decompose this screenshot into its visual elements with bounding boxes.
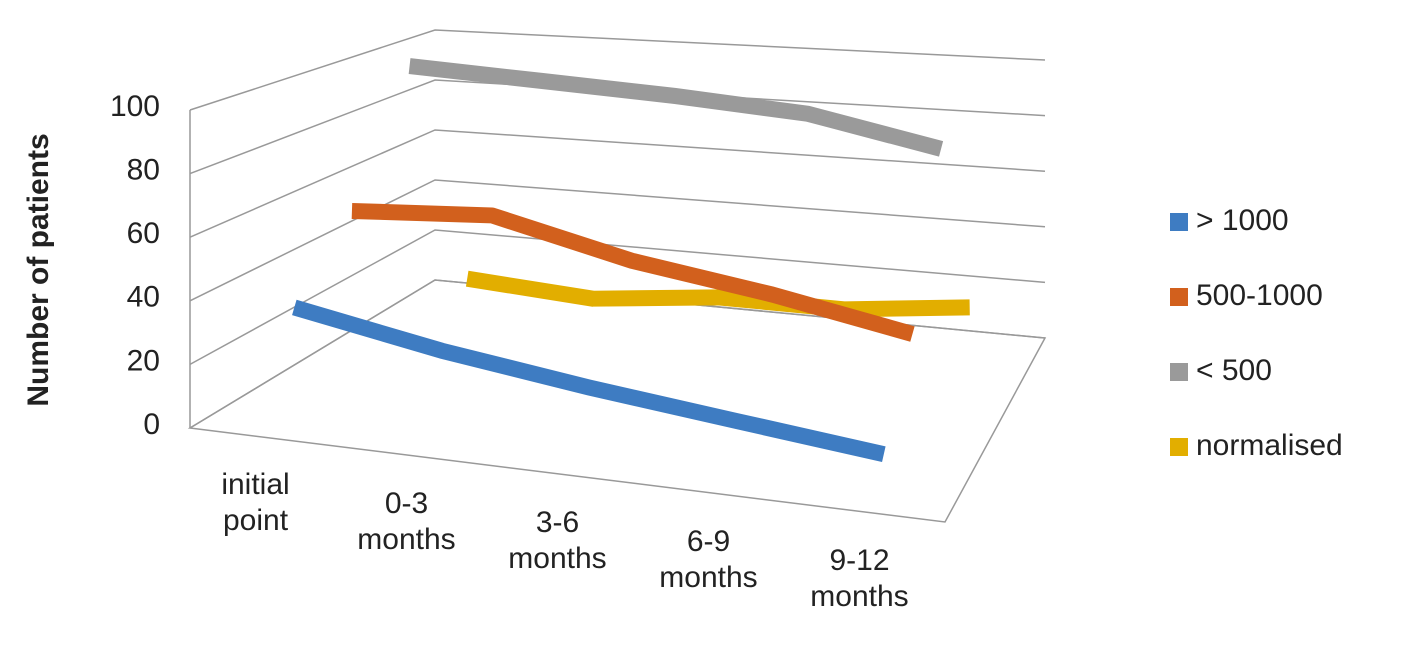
series-line	[351, 202, 915, 342]
x-tick-label: 9-12 months	[810, 543, 909, 613]
legend-label: < 500	[1196, 354, 1272, 387]
y-tick-label: 100	[110, 90, 160, 123]
series-line	[465, 270, 970, 318]
grid-line	[189, 29, 1046, 111]
y-tick-label: 0	[143, 408, 160, 441]
y-tick-label: 40	[127, 281, 160, 314]
y-tick-label: 60	[127, 217, 160, 250]
y-tick-label: 20	[127, 344, 160, 377]
legend-swatch	[1170, 363, 1188, 381]
y-tick-label: 80	[127, 154, 160, 187]
x-tick-label: initial point	[221, 468, 290, 538]
x-tick-label: 3-6 months	[508, 506, 607, 575]
series-line	[408, 58, 944, 157]
grid-line	[189, 79, 1046, 175]
grid-line	[189, 179, 1046, 302]
y-axis-label: Number of patients	[22, 133, 55, 406]
x-tick-label: 6-9 months	[659, 524, 758, 594]
grid-line	[189, 129, 1046, 238]
legend-swatch	[1170, 438, 1188, 456]
legend-label: > 1000	[1196, 204, 1289, 237]
legend-swatch	[1170, 288, 1188, 306]
legend-swatch	[1170, 213, 1188, 231]
series-line	[292, 299, 886, 463]
legend-label: normalised	[1196, 429, 1343, 462]
legend-label: 500-1000	[1196, 279, 1323, 312]
x-tick-label: 0-3 months	[357, 487, 456, 557]
grid-line	[189, 229, 1046, 366]
